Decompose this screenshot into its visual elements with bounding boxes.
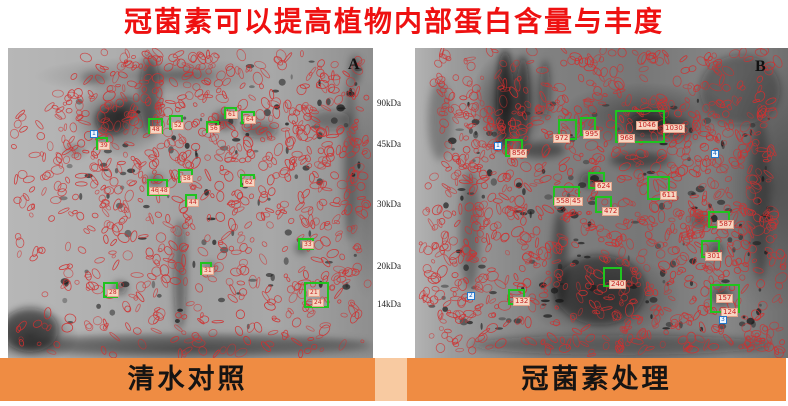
mw-marker-label: 14kDa: [377, 299, 401, 309]
spot-flag-marker: 1: [494, 142, 502, 150]
spot-id-label: 39: [98, 142, 110, 150]
slide-title: 冠菌素可以提高植物内部蛋白含量与丰度: [123, 7, 664, 38]
spot-id-label: 240: [609, 280, 627, 289]
spot-id-label: 33: [302, 241, 314, 249]
spot-id-label: 124: [721, 308, 739, 317]
spot-id-label: 624: [595, 182, 613, 191]
protein-spot-box: [647, 176, 670, 200]
spot-id-label: 64: [244, 116, 256, 124]
mw-marker-label: 90kDa: [377, 98, 401, 108]
spot-id-label: 587: [717, 220, 735, 229]
banner-divider: [375, 358, 407, 401]
spot-id-label: 48: [158, 187, 170, 195]
spot-id-label: 1046: [636, 121, 658, 130]
spot-flag-marker: 1: [90, 130, 98, 138]
spot-id-label: 558: [554, 197, 572, 206]
spot-id-label: 31: [202, 267, 214, 275]
spot-id-label: 611: [660, 191, 678, 200]
spot-id-label: 45: [570, 197, 583, 206]
spot-flag-marker: 4: [711, 150, 719, 158]
spot-id-label: 968: [618, 134, 636, 143]
spot-id-label: 301: [705, 252, 723, 261]
spot-id-label: 44: [187, 199, 199, 207]
spot-id-label: 972: [553, 134, 571, 143]
spot-id-label: 21: [308, 289, 320, 297]
protein-spot-box: [304, 282, 329, 308]
spot-id-label: 58: [181, 175, 193, 183]
mw-marker-label: 45kDa: [377, 139, 401, 149]
spot-id-label: 28: [107, 289, 119, 297]
spot-id-label: 132: [513, 297, 531, 306]
spot-id-label: 62: [243, 179, 255, 187]
mw-marker-label: 30kDa: [377, 199, 401, 209]
spot-id-label: 157: [716, 294, 734, 303]
spot-flag-marker: 2: [467, 292, 475, 300]
spot-id-label: 24: [312, 299, 324, 307]
spot-id-label: 52: [172, 122, 184, 130]
panel-letter-a: A: [348, 56, 360, 73]
spot-id-label: 472: [602, 207, 620, 216]
caption-treatment: 冠菌素处理: [407, 358, 786, 401]
mw-marker-label: 20kDa: [377, 261, 401, 271]
spot-id-label: 48: [150, 126, 162, 134]
panel-letter-b: B: [755, 58, 766, 75]
spot-id-label: 856: [510, 149, 528, 158]
caption-control: 清水对照: [0, 358, 375, 401]
spot-flag-marker: 3: [719, 316, 727, 324]
spot-id-label: 56: [208, 125, 220, 133]
spot-id-label: 995: [583, 130, 601, 139]
spot-id-label: 61: [226, 111, 238, 119]
spot-id-label: 1030: [663, 124, 685, 133]
